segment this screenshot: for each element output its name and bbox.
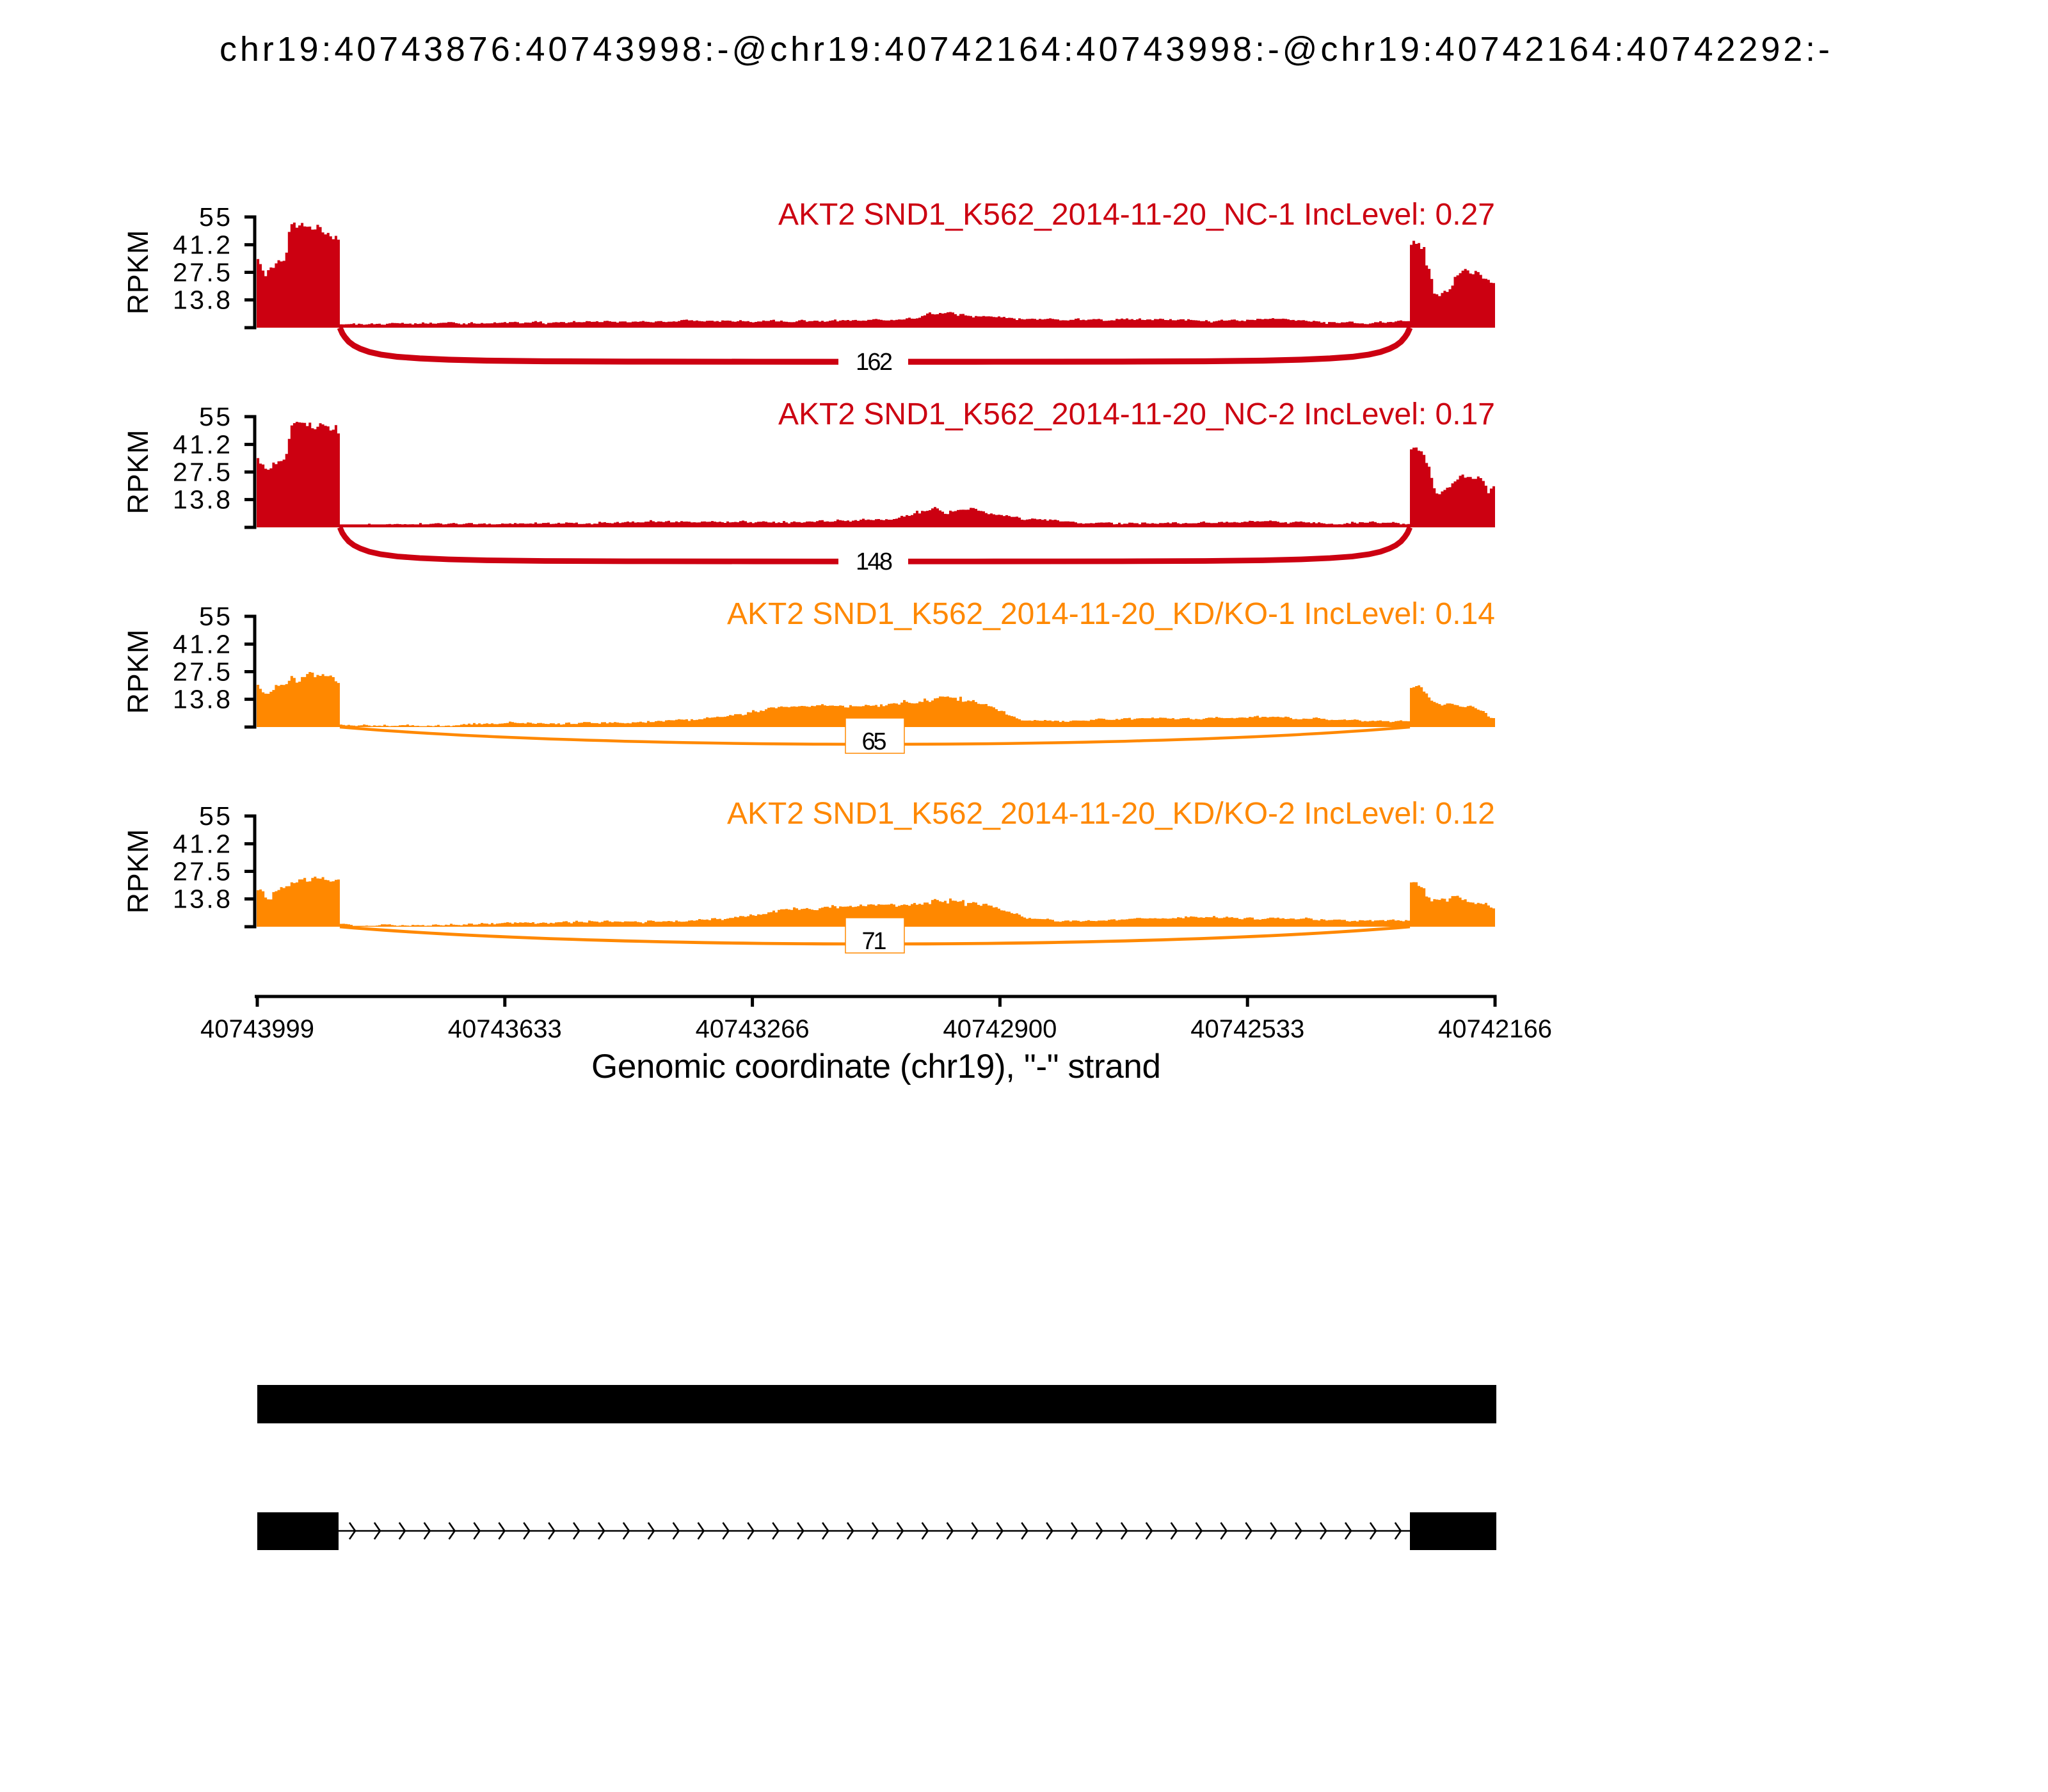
svg-text:40743633: 40743633 bbox=[448, 1015, 562, 1043]
svg-text:40742533: 40742533 bbox=[1190, 1015, 1304, 1043]
svg-text:13.8: 13.8 bbox=[173, 884, 230, 914]
svg-text:71: 71 bbox=[862, 928, 887, 955]
svg-text:40743999: 40743999 bbox=[200, 1015, 314, 1043]
svg-text:chr19:40743876:40743998:-@chr1: chr19:40743876:40743998:-@chr19:40742164… bbox=[220, 30, 1830, 68]
svg-text:27.5: 27.5 bbox=[173, 458, 230, 487]
svg-text:162: 162 bbox=[856, 349, 893, 376]
svg-text:AKT2 SND1_K562_2014-11-20_KD/K: AKT2 SND1_K562_2014-11-20_KD/KO-1 IncLev… bbox=[727, 597, 1495, 631]
svg-text:41.2: 41.2 bbox=[173, 829, 230, 858]
svg-text:Genomic coordinate (chr19), "-: Genomic coordinate (chr19), "-" strand bbox=[591, 1048, 1161, 1085]
svg-text:40743266: 40743266 bbox=[696, 1015, 810, 1043]
svg-text:27.5: 27.5 bbox=[173, 258, 230, 287]
svg-text:RPKM: RPKM bbox=[122, 430, 154, 515]
svg-text:13.8: 13.8 bbox=[173, 285, 230, 315]
svg-text:RPKM: RPKM bbox=[122, 829, 154, 914]
svg-text:13.8: 13.8 bbox=[173, 685, 230, 714]
svg-text:40742166: 40742166 bbox=[1438, 1015, 1552, 1043]
svg-text:RPKM: RPKM bbox=[122, 230, 154, 315]
svg-text:AKT2 SND1_K562_2014-11-20_NC-1: AKT2 SND1_K562_2014-11-20_NC-1 IncLevel:… bbox=[778, 198, 1495, 232]
svg-text:41.2: 41.2 bbox=[173, 230, 230, 259]
svg-text:RPKM: RPKM bbox=[122, 630, 154, 714]
svg-text:AKT2 SND1_K562_2014-11-20_KD/K: AKT2 SND1_K562_2014-11-20_KD/KO-2 IncLev… bbox=[727, 797, 1495, 831]
svg-text:40742900: 40742900 bbox=[943, 1015, 1057, 1043]
svg-text:27.5: 27.5 bbox=[173, 857, 230, 886]
svg-text:AKT2 SND1_K562_2014-11-20_NC-2: AKT2 SND1_K562_2014-11-20_NC-2 IncLevel:… bbox=[778, 397, 1495, 431]
svg-text:13.8: 13.8 bbox=[173, 485, 230, 515]
svg-text:65: 65 bbox=[862, 728, 887, 755]
svg-text:41.2: 41.2 bbox=[173, 429, 230, 459]
svg-text:41.2: 41.2 bbox=[173, 629, 230, 659]
svg-text:148: 148 bbox=[856, 548, 893, 575]
svg-text:27.5: 27.5 bbox=[173, 657, 230, 687]
